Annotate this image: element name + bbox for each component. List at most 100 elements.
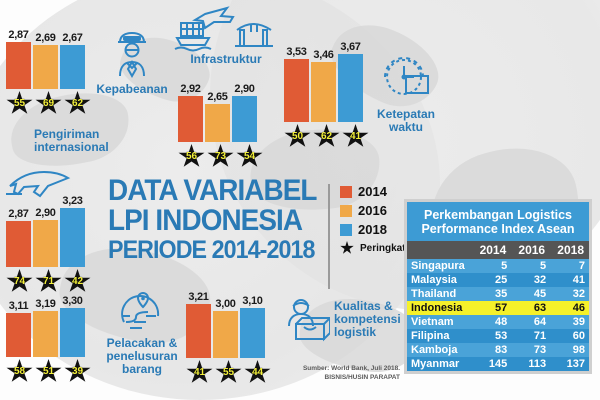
cell-2014: 48 <box>472 315 512 329</box>
bar-2014 <box>186 304 211 358</box>
rank-star: 62 <box>64 91 91 116</box>
cell-2014: 25 <box>472 273 512 287</box>
group-label-ketepatan: Ketepatan waktu <box>376 107 435 134</box>
table-row: Singapura 5 5 7 <box>407 259 589 273</box>
rank-stars: 55 69 62 <box>6 91 109 116</box>
rank-star: 39 <box>64 359 91 384</box>
star-icon <box>340 241 354 254</box>
bar-group: 3,11 3,19 3,30 <box>6 296 91 357</box>
bar-item: 2,92 <box>178 84 203 142</box>
legend-swatch-2018 <box>340 223 352 236</box>
bar-item: 3,67 <box>338 42 363 122</box>
bar-value: 3,10 <box>242 295 263 307</box>
cell-2014: 57 <box>472 301 512 315</box>
bar-value: 2,90 <box>35 207 56 219</box>
bar-2016 <box>311 62 336 122</box>
rank-star: 51 <box>35 359 62 384</box>
bar-item: 3,00 <box>213 299 238 358</box>
rank-stars: 41 55 44 <box>186 360 271 385</box>
bar-item: 2,69 <box>33 33 58 89</box>
infrastructure-icon <box>170 4 282 52</box>
group-label-infrastruktur: Infrastruktur <box>190 52 262 66</box>
rank-value: 54 <box>243 151 256 162</box>
source-line-1: Sumber: World Bank, Juli 2018. <box>302 365 400 372</box>
rank-star: 41 <box>186 360 213 385</box>
cell-2018: 41 <box>550 273 589 287</box>
icon-group-kepabeanan: Kepabeanan <box>86 28 178 96</box>
cell-2014: 5 <box>472 259 512 273</box>
icon-group-airplane <box>4 168 74 202</box>
bar-value: 2,69 <box>35 32 56 44</box>
chart-group-pengiriman-bars: 2,87 2,90 3,23 74 71 42 <box>6 196 91 294</box>
bar-group: 2,87 2,69 2,67 <box>6 30 109 89</box>
bar-2018 <box>338 54 363 122</box>
bar-value: 2,65 <box>207 91 228 103</box>
rank-stars: 50 62 41 <box>284 124 369 149</box>
bar-item: 3,53 <box>284 47 309 122</box>
rank-stars: 56 73 54 <box>178 144 263 169</box>
rank-value: 58 <box>13 366 26 377</box>
chart-group-kualitas: 3,21 3,00 3,10 41 55 44 <box>186 292 271 385</box>
bar-item: 2,90 <box>33 208 58 267</box>
rank-value: 50 <box>291 131 304 142</box>
chart-group-ketepatan-waktu: 3,53 3,46 3,67 50 62 41 <box>284 42 369 149</box>
legend-item-peringkat: Peringkat <box>340 241 406 255</box>
bar-group: 2,92 2,65 2,90 <box>178 84 263 142</box>
cell-country: Singapura <box>407 259 473 273</box>
chart-group-pengiriman-internasional: 2,87 2,69 2,67 55 69 62 Pengiriman inter… <box>6 30 109 154</box>
cell-country: Kamboja <box>407 343 473 357</box>
bar-2014 <box>6 42 31 89</box>
rank-star: 62 <box>313 124 340 149</box>
bar-value: 3,23 <box>62 195 83 207</box>
table-row: Myanmar 145 113 137 <box>407 357 589 371</box>
table-col-2018: 2018 <box>550 241 589 259</box>
rank-value: 51 <box>42 366 55 377</box>
rank-stars: 58 51 39 <box>6 359 91 384</box>
rank-star: 44 <box>244 360 271 385</box>
airplane-icon <box>4 168 74 202</box>
bar-item: 3,30 <box>60 296 85 357</box>
bar-2016 <box>205 104 230 142</box>
source-credit: Sumber: World Bank, Juli 2018. BISNIS/HU… <box>276 364 400 382</box>
rank-value: 41 <box>349 131 362 142</box>
cell-2016: 64 <box>511 315 551 329</box>
table-body: 2014 2016 2018 Singapura 5 5 7 Malaysia … <box>407 241 589 371</box>
cell-country: Filipina <box>407 329 473 343</box>
bar-value: 3,46 <box>313 49 334 61</box>
rank-value: 39 <box>71 366 84 377</box>
table-title-line-2: Performance Index Asean <box>421 222 575 236</box>
legend-item-2016: 2016 <box>340 203 406 218</box>
cell-2014: 35 <box>472 287 512 301</box>
bar-item: 3,46 <box>311 50 336 122</box>
rank-value: 41 <box>193 367 206 378</box>
bar-2018 <box>60 208 85 267</box>
legend-swatch-2014 <box>340 185 352 198</box>
bar-item: 2,87 <box>6 209 31 267</box>
bar-2016 <box>213 311 238 358</box>
cell-country: Indonesia <box>407 301 473 315</box>
bar-group: 3,21 3,00 3,10 <box>186 292 271 358</box>
rank-star: 55 <box>215 360 242 385</box>
cell-2014: 145 <box>472 357 512 371</box>
cell-2016: 45 <box>511 287 551 301</box>
title-line-2: LPI INDONESIA <box>108 204 303 237</box>
legend: 2014 2016 2018 Peringkat <box>328 184 406 289</box>
legend-swatch-2016 <box>340 204 352 217</box>
table-header-row: 2014 2016 2018 <box>407 241 589 259</box>
legend-item-2018: 2018 <box>340 222 406 237</box>
bar-item: 3,21 <box>186 292 211 358</box>
cell-2018: 39 <box>550 315 589 329</box>
legend-label-2016: 2016 <box>358 203 387 218</box>
rank-value: 55 <box>222 367 235 378</box>
cell-2016: 32 <box>511 273 551 287</box>
tracking-route-icon <box>96 292 188 334</box>
cell-2014: 83 <box>472 343 512 357</box>
rank-star: 74 <box>6 269 33 294</box>
bar-value: 2,87 <box>8 29 29 41</box>
bar-2018 <box>232 96 257 142</box>
cell-2016: 73 <box>511 343 551 357</box>
rank-star: 56 <box>178 144 205 169</box>
customs-officer-icon <box>86 28 178 80</box>
clock-icon <box>366 52 446 106</box>
cell-2016: 5 <box>511 259 551 273</box>
